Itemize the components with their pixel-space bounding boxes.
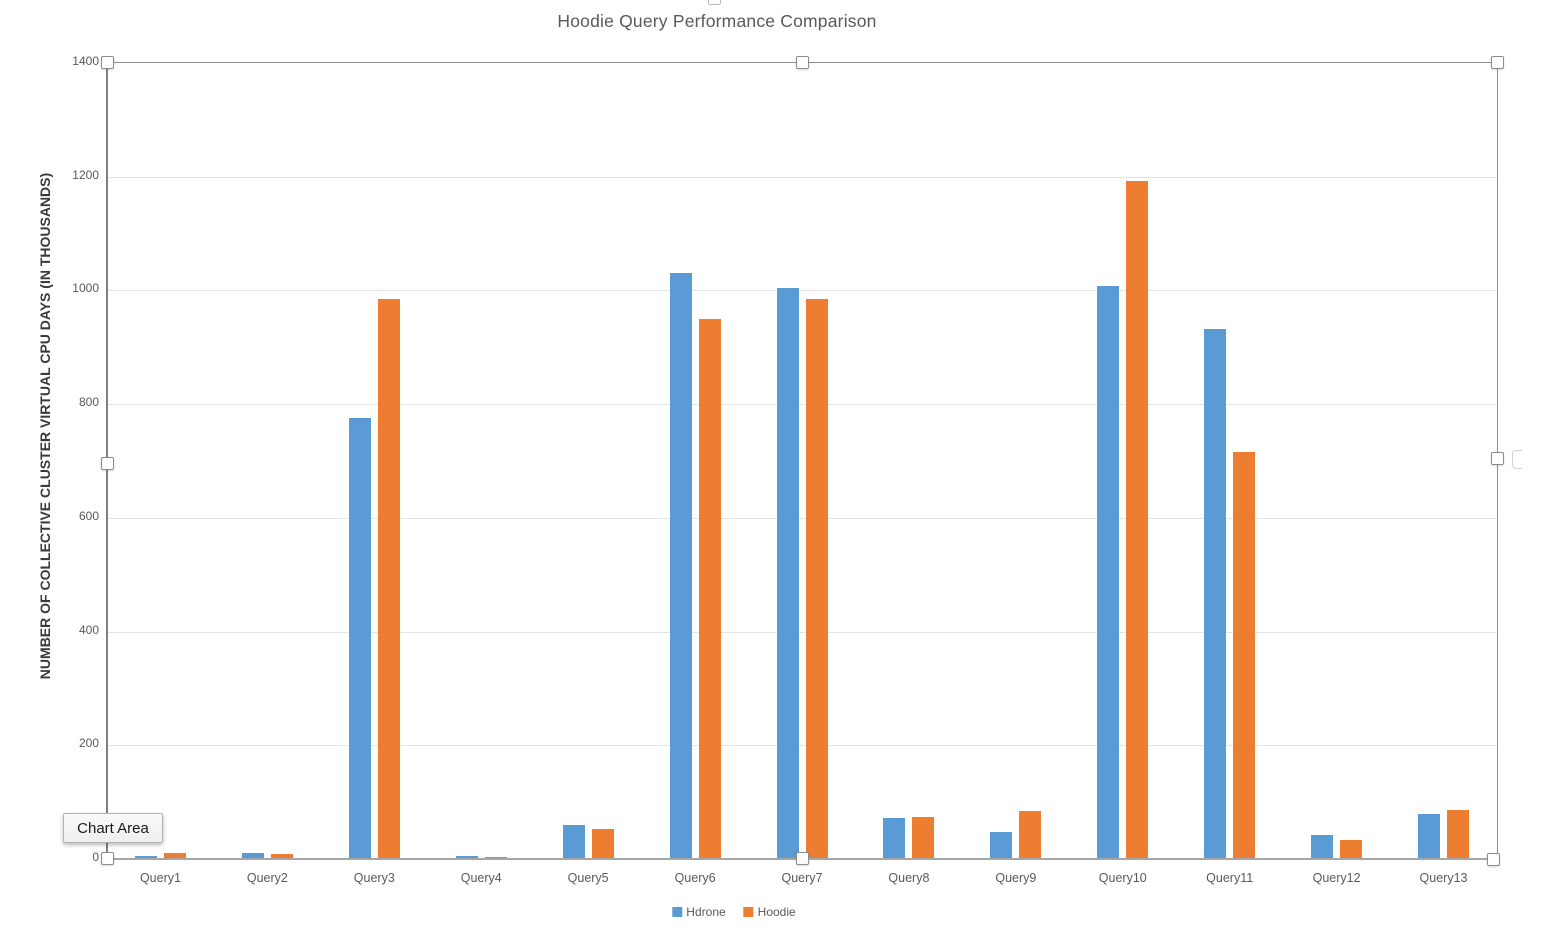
bar-hdrone-query8[interactable] (883, 817, 906, 859)
bar-hoodie-query3[interactable] (377, 298, 400, 859)
selection-handle-partial-top[interactable] (708, 0, 721, 5)
bar-hdrone-query4[interactable] (455, 856, 478, 859)
legend-swatch-icon (743, 907, 754, 917)
chart-area-tooltip: Chart Area (63, 813, 163, 843)
bar-hdrone-query1[interactable] (134, 856, 157, 859)
gridline (107, 176, 1497, 178)
bar-hdrone-query13[interactable] (1418, 813, 1441, 859)
bar-hdrone-query7[interactable] (776, 287, 799, 859)
y-tick-label: 200 (78, 736, 99, 751)
x-tick-label: Query7 (781, 871, 823, 885)
y-tick-label: 800 (78, 395, 99, 410)
selection-handle[interactable] (795, 851, 809, 865)
gridline (107, 290, 1497, 292)
bar-hoodie-query11[interactable] (1233, 452, 1256, 859)
x-tick-label: Query2 (246, 871, 288, 885)
selection-handle[interactable] (100, 456, 114, 470)
bar-hdrone-query11[interactable] (1204, 328, 1227, 859)
y-tick-label: 1000 (72, 281, 99, 296)
legend-swatch-icon (672, 907, 683, 917)
x-tick-label: Query8 (888, 871, 930, 885)
bar-hdrone-query3[interactable] (348, 418, 371, 859)
legend-item-hdrone[interactable]: Hdrone (672, 905, 726, 919)
selection-handle[interactable] (100, 55, 114, 69)
x-tick-label: Query1 (139, 871, 181, 885)
bar-hdrone-query5[interactable] (562, 824, 585, 859)
bar-hoodie-query1[interactable] (163, 853, 186, 859)
gridline (107, 404, 1497, 406)
selection-handle[interactable] (795, 55, 809, 69)
gridline (107, 745, 1497, 747)
chart-area-tooltip-label: Chart Area (77, 819, 149, 837)
bar-hoodie-query5[interactable] (591, 829, 614, 859)
legend[interactable]: Hdrone Hoodie (672, 905, 796, 919)
bar-hoodie-query6[interactable] (698, 318, 721, 859)
x-tick-label: Query5 (567, 871, 609, 885)
gridline (107, 631, 1497, 633)
legend-item-hoodie[interactable]: Hoodie (743, 905, 796, 919)
x-tick-label: Query6 (674, 871, 716, 885)
bar-hdrone-query2[interactable] (241, 853, 264, 859)
bar-hoodie-query13[interactable] (1447, 809, 1470, 859)
y-tick-label: 400 (78, 622, 99, 637)
bar-hdrone-query10[interactable] (1097, 285, 1120, 859)
legend-label: Hoodie (757, 905, 796, 919)
bar-hoodie-query2[interactable] (270, 854, 293, 859)
bar-hoodie-query9[interactable] (1019, 810, 1042, 859)
selection-handle-partial-right[interactable] (1512, 450, 1522, 469)
bar-hdrone-query6[interactable] (669, 273, 692, 859)
bar-hoodie-query12[interactable] (1340, 839, 1363, 859)
x-tick-label: Query13 (1419, 871, 1468, 885)
selection-handle[interactable] (1490, 55, 1504, 69)
selection-handle[interactable] (100, 851, 114, 865)
y-tick-label: 600 (78, 508, 99, 523)
x-tick-label: Query11 (1206, 871, 1254, 885)
x-tick-label: Query10 (1098, 871, 1147, 885)
x-tick-label: Query3 (353, 871, 395, 885)
chart-title[interactable]: Hoodie Query Performance Comparison (557, 11, 877, 31)
selection-handle[interactable] (1486, 852, 1500, 866)
gridline (107, 517, 1497, 519)
bar-hoodie-query4[interactable] (484, 856, 507, 859)
x-tick-label: Query9 (995, 871, 1037, 885)
legend-label: Hdrone (686, 905, 726, 919)
bar-hoodie-query7[interactable] (805, 298, 828, 859)
y-tick-label: 1200 (72, 167, 99, 182)
bar-hdrone-query12[interactable] (1311, 835, 1334, 859)
bar-hoodie-query10[interactable] (1126, 181, 1149, 859)
selection-handle[interactable] (1490, 451, 1504, 465)
plot-area[interactable] (107, 62, 1498, 859)
y-tick-label: 0 (92, 850, 99, 864)
x-tick-label: Query4 (460, 871, 502, 885)
y-tick-label: 1400 (72, 54, 99, 68)
y-axis-title[interactable]: NUMBER OF COLLECTIVE CLUSTER VIRTUAL CPU… (37, 172, 53, 680)
bar-hoodie-query8[interactable] (912, 816, 935, 859)
bar-hdrone-query9[interactable] (990, 831, 1013, 859)
x-tick-label: Query12 (1312, 871, 1361, 885)
